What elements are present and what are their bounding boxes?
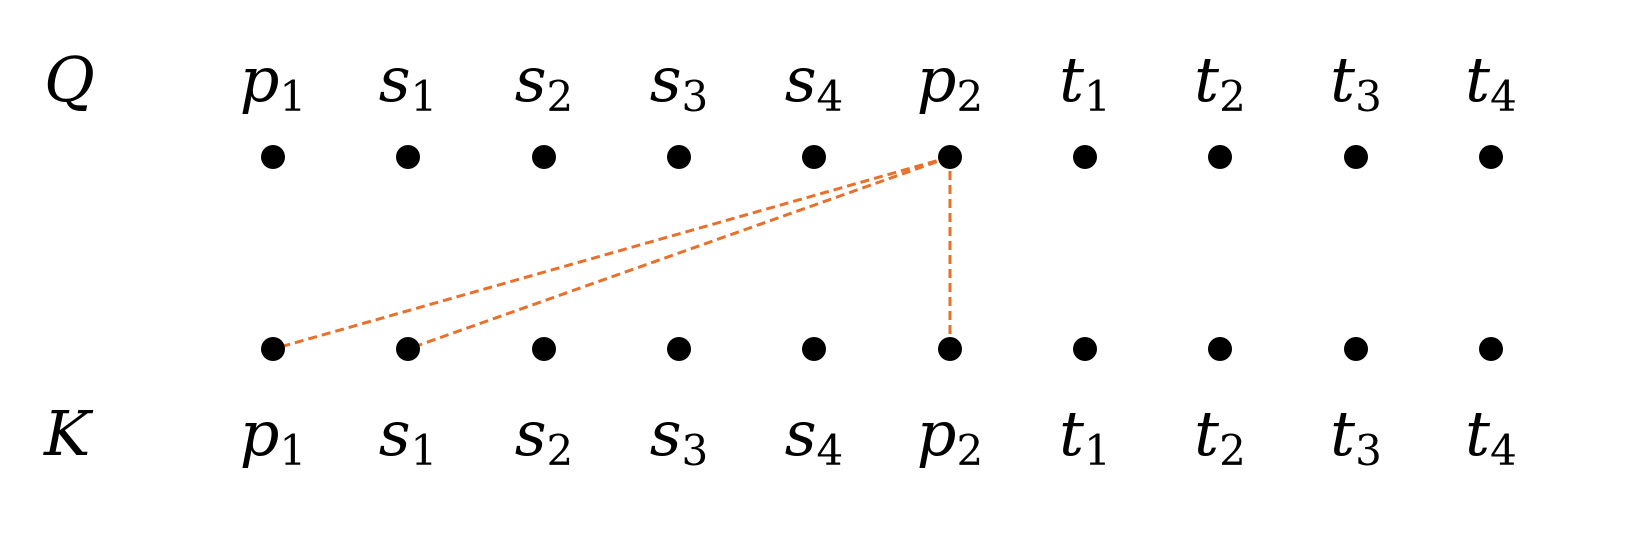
query-dot-p1 bbox=[261, 145, 285, 169]
query-token-base: t bbox=[1059, 43, 1084, 116]
query-token-s3: s3 bbox=[650, 43, 709, 121]
key-dot-t2 bbox=[1208, 337, 1232, 361]
key-dot-s3 bbox=[667, 337, 691, 361]
key-dot-t3 bbox=[1344, 337, 1368, 361]
query-token-subscript: 4 bbox=[817, 72, 844, 121]
key-dot-p1 bbox=[261, 337, 285, 361]
key-token-s4: s4 bbox=[785, 397, 844, 475]
key-token-subscript: 4 bbox=[817, 426, 844, 475]
key-token-base: s bbox=[650, 397, 682, 470]
query-dot-t4 bbox=[1479, 145, 1503, 169]
query-dot-p2 bbox=[938, 145, 962, 169]
key-token-s3: s3 bbox=[650, 397, 709, 475]
query-row-label: Q bbox=[44, 43, 95, 116]
query-dot-s1 bbox=[396, 145, 420, 169]
key-token-base: t bbox=[1465, 397, 1490, 470]
query-token-t1: t1 bbox=[1059, 43, 1111, 121]
query-token-s2: s2 bbox=[515, 43, 574, 121]
key-token-t4: t4 bbox=[1465, 397, 1517, 475]
key-token-subscript: 1 bbox=[279, 426, 306, 475]
query-dot-t2 bbox=[1208, 145, 1232, 169]
query-token-base: t bbox=[1194, 43, 1219, 116]
query-token-p1: p1 bbox=[240, 43, 306, 121]
query-dot-s2 bbox=[532, 145, 556, 169]
key-dot-s4 bbox=[802, 337, 826, 361]
query-token-base: s bbox=[515, 43, 547, 116]
key-dot-s2 bbox=[532, 337, 556, 361]
query-token-t4: t4 bbox=[1465, 43, 1517, 121]
key-row-label: K bbox=[43, 397, 94, 470]
query-dot-t3 bbox=[1344, 145, 1368, 169]
query-dot-s3 bbox=[667, 145, 691, 169]
query-token-s4: s4 bbox=[785, 43, 844, 121]
query-token-t3: t3 bbox=[1330, 43, 1382, 121]
query-token-subscript: 3 bbox=[682, 72, 709, 121]
key-dot-p2 bbox=[938, 337, 962, 361]
key-token-s1: s1 bbox=[379, 397, 438, 475]
token-dots bbox=[261, 145, 1503, 361]
key-token-p1: p1 bbox=[240, 397, 306, 475]
key-token-t1: t1 bbox=[1059, 397, 1111, 475]
key-token-subscript: 2 bbox=[1219, 426, 1246, 475]
query-token-base: p bbox=[917, 43, 957, 116]
query-token-subscript: 2 bbox=[547, 72, 574, 121]
key-token-base: p bbox=[240, 397, 280, 470]
query-token-base: t bbox=[1465, 43, 1490, 116]
key-dot-t4 bbox=[1479, 337, 1503, 361]
query-token-subscript: 1 bbox=[411, 72, 438, 121]
key-token-subscript: 2 bbox=[956, 426, 983, 475]
key-token-base: t bbox=[1059, 397, 1084, 470]
key-token-t3: t3 bbox=[1330, 397, 1382, 475]
query-token-subscript: 3 bbox=[1355, 72, 1382, 121]
query-token-base: p bbox=[240, 43, 280, 116]
key-token-p2: p2 bbox=[917, 397, 983, 475]
query-token-subscript: 1 bbox=[279, 72, 306, 121]
query-token-base: s bbox=[785, 43, 817, 116]
query-token-subscript: 2 bbox=[1219, 72, 1246, 121]
key-token-subscript: 2 bbox=[547, 426, 574, 475]
query-dot-t1 bbox=[1073, 145, 1097, 169]
key-token-base: s bbox=[785, 397, 817, 470]
query-token-s1: s1 bbox=[379, 43, 438, 121]
query-dot-s4 bbox=[802, 145, 826, 169]
connection-lines bbox=[272, 155, 952, 351]
query-token-subscript: 2 bbox=[956, 72, 983, 121]
connection-line-0 bbox=[272, 155, 951, 351]
key-token-base: s bbox=[515, 397, 547, 470]
query-token-base: t bbox=[1330, 43, 1355, 116]
key-token-t2: t2 bbox=[1194, 397, 1246, 475]
key-token-base: t bbox=[1330, 397, 1355, 470]
key-dot-t1 bbox=[1073, 337, 1097, 361]
key-token-s2: s2 bbox=[515, 397, 574, 475]
key-dot-s1 bbox=[396, 337, 420, 361]
query-token-subscript: 4 bbox=[1490, 72, 1517, 121]
key-token-subscript: 1 bbox=[1084, 426, 1111, 475]
query-token-subscript: 1 bbox=[1084, 72, 1111, 121]
key-token-base: t bbox=[1194, 397, 1219, 470]
query-token-t2: t2 bbox=[1194, 43, 1246, 121]
key-token-subscript: 3 bbox=[682, 426, 709, 475]
key-token-base: s bbox=[379, 397, 411, 470]
query-token-base: s bbox=[379, 43, 411, 116]
key-token-subscript: 1 bbox=[411, 426, 438, 475]
connection-line-1 bbox=[407, 155, 951, 351]
key-token-base: p bbox=[917, 397, 957, 470]
key-token-subscript: 3 bbox=[1355, 426, 1382, 475]
query-token-base: s bbox=[650, 43, 682, 116]
query-token-p2: p2 bbox=[917, 43, 983, 121]
key-token-subscript: 4 bbox=[1490, 426, 1517, 475]
